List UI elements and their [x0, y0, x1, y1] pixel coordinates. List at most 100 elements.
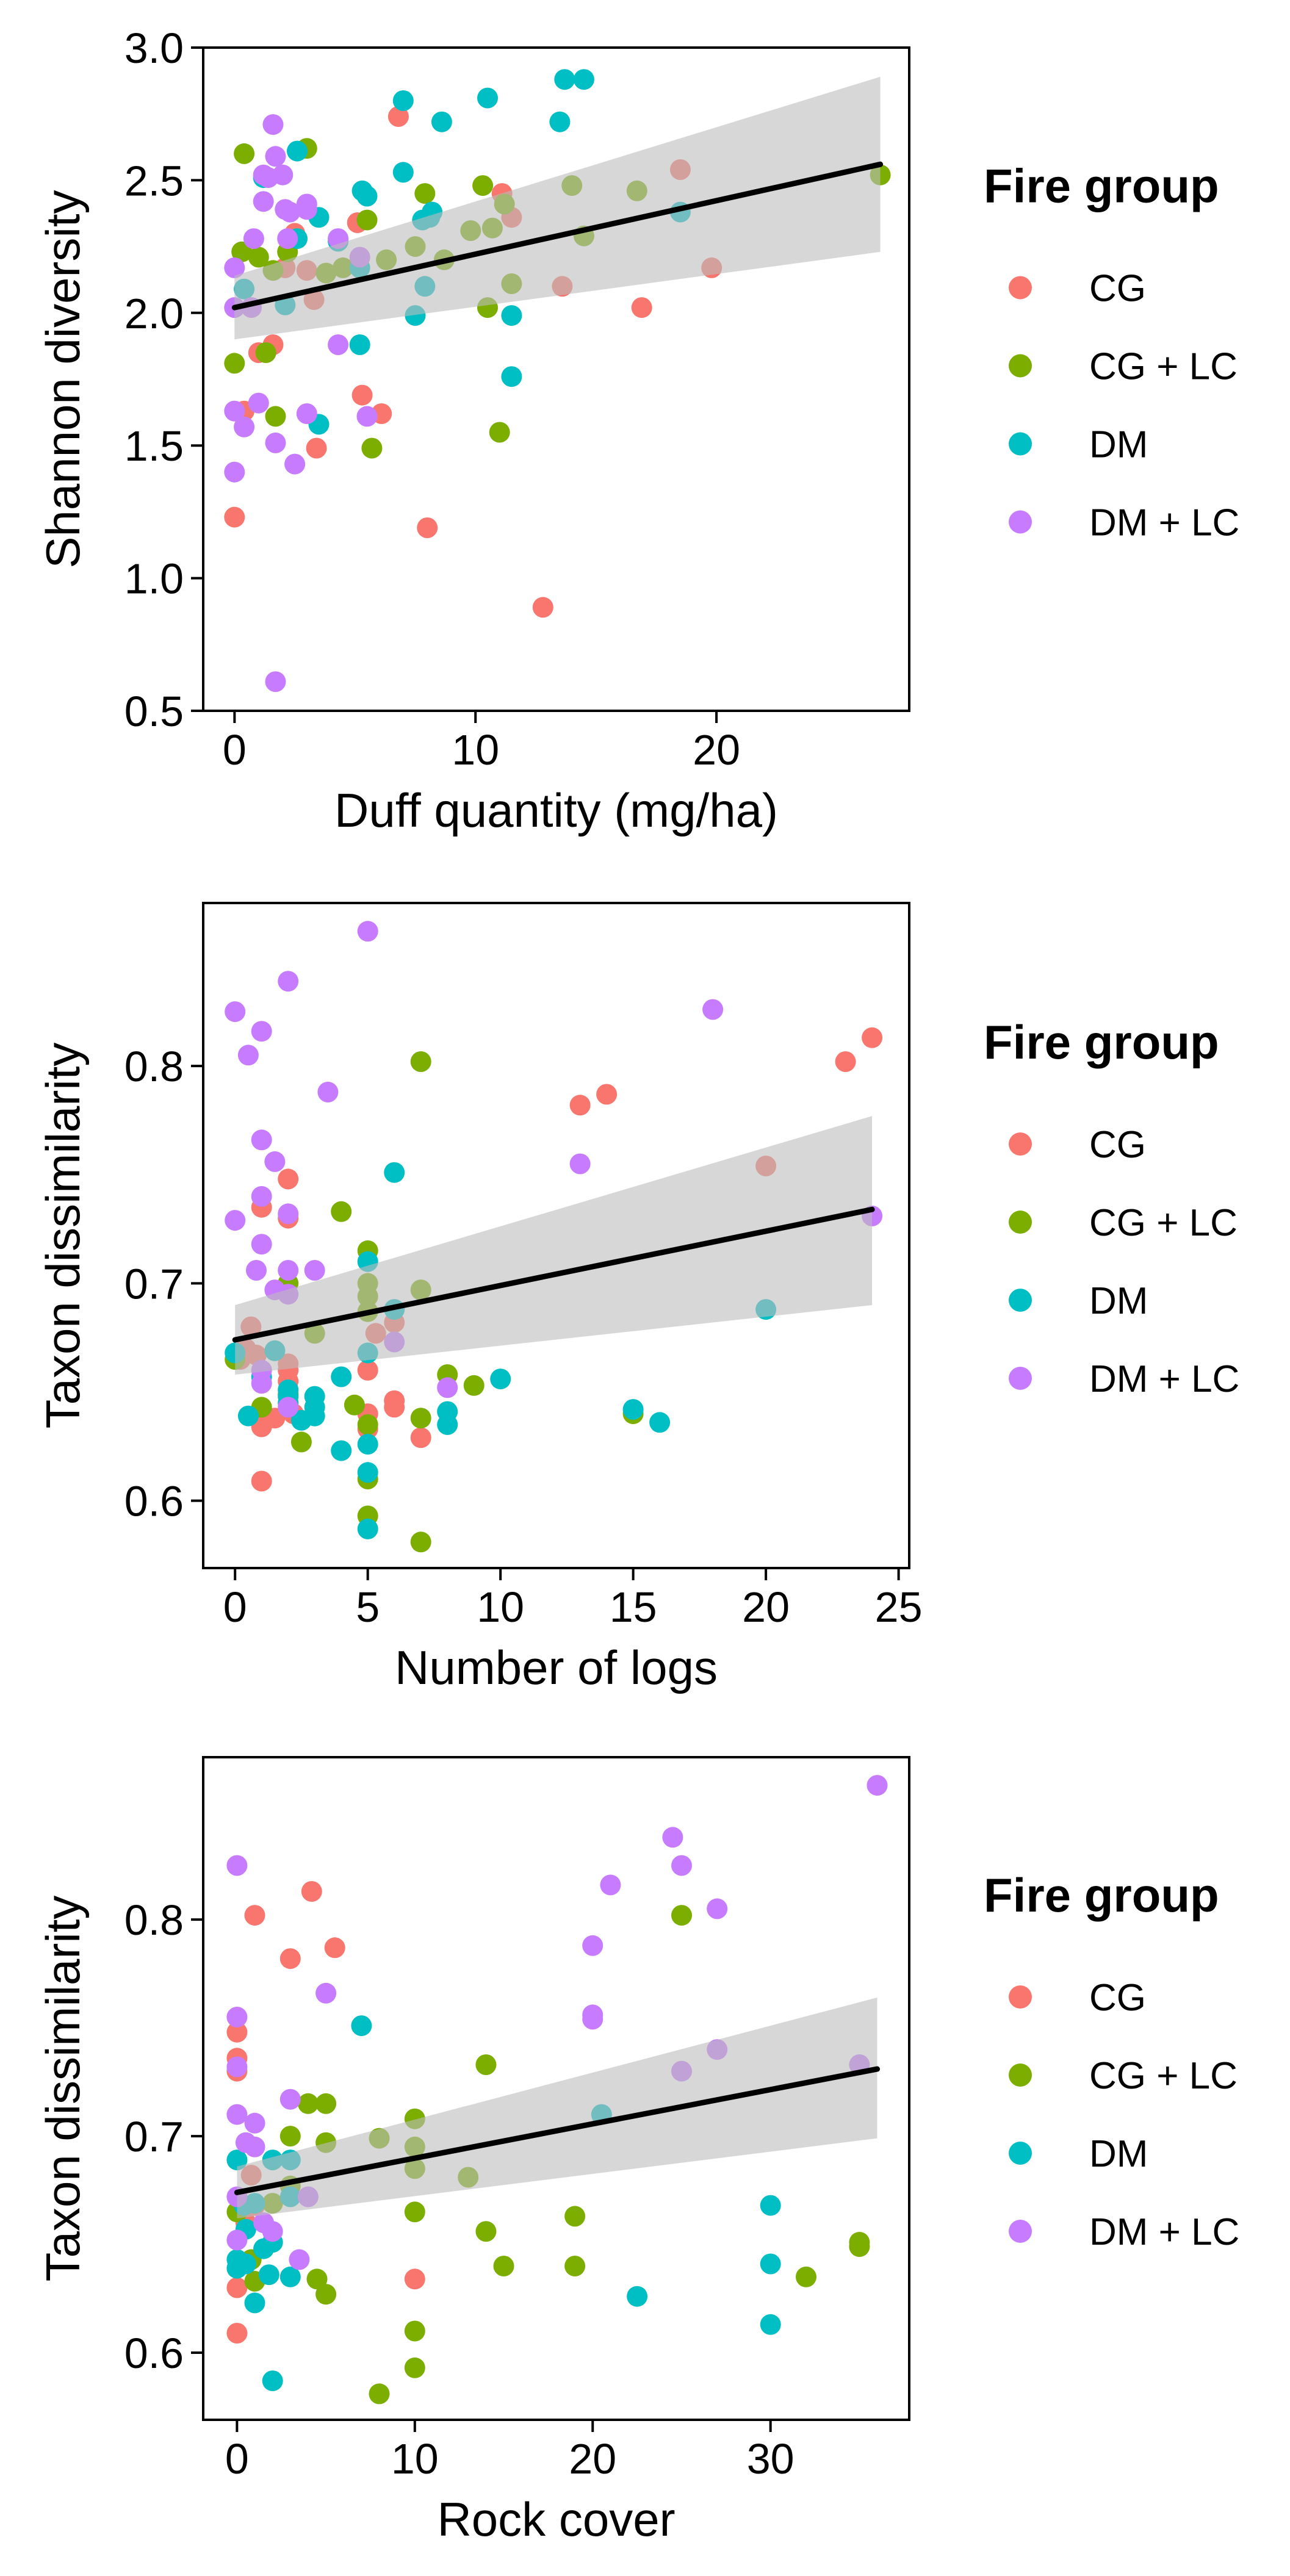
point-cg-5 [251, 1470, 272, 1492]
point-dm-lc-26 [356, 406, 378, 427]
y-tick-label: 0.7 [124, 2113, 184, 2160]
point-dm-lc-22 [707, 1898, 728, 1919]
point-dm-lc-9 [253, 191, 274, 212]
point-cg-4 [226, 2323, 248, 2344]
point-dm-lc-11 [279, 2089, 301, 2110]
point-cg-lc-16 [404, 2201, 425, 2223]
point-dm-11 [356, 185, 378, 207]
x-tick-label: 10 [452, 726, 499, 774]
legend-label: CG [1089, 1124, 1146, 1166]
point-dm-21 [437, 1414, 458, 1435]
point-dm-lc-22 [569, 1153, 591, 1175]
point-dm-19 [431, 111, 452, 132]
point-dm-lc-11 [262, 114, 284, 135]
point-cg-22 [569, 1095, 591, 1116]
point-dm-lc-15 [278, 1203, 299, 1225]
point-dm-lc-1 [226, 2006, 248, 2027]
legend-swatch [1009, 2142, 1032, 2165]
legend-swatch [1009, 354, 1032, 378]
point-cg-12 [387, 106, 409, 127]
point-dm-lc-7 [248, 392, 269, 414]
point-dm-lc-23 [702, 999, 724, 1020]
point-dm-lc-18 [317, 1081, 339, 1103]
point-cg-lc-28 [849, 2236, 870, 2258]
point-dm-lc-10 [262, 2221, 283, 2242]
point-cg-lc-22 [493, 2256, 514, 2276]
x-tick-label: 0 [223, 726, 247, 774]
point-dm-lc-22 [296, 403, 317, 424]
x-tick-label: 0 [225, 2435, 249, 2483]
y-tick-label: 2.0 [124, 290, 184, 337]
y-tick-label: 0.6 [124, 2330, 184, 2377]
point-cg-8 [244, 1905, 265, 1926]
legend-swatch [1009, 510, 1032, 534]
point-dm-24 [649, 1412, 671, 1433]
point-dm-lc-20 [671, 1855, 692, 1876]
point-cg-lc-24 [564, 2256, 586, 2276]
point-cg-lc-6 [297, 2093, 319, 2114]
point-cg-lc-21 [489, 422, 510, 443]
point-cg-8 [306, 437, 327, 459]
point-dm-4 [287, 140, 308, 162]
point-dm-16 [357, 1462, 378, 1483]
x-tick-label: 30 [747, 2435, 795, 2483]
point-cg-0 [226, 2021, 248, 2043]
point-cg-lc-12 [369, 2383, 390, 2405]
x-tick-label: 20 [569, 2435, 616, 2483]
point-dm-lc-9 [251, 1373, 272, 1394]
legend-label: DM + LC [1089, 1358, 1239, 1400]
point-cg-11 [301, 1881, 322, 1902]
point-dm-lc-3 [246, 1260, 267, 1281]
point-cg-23 [596, 1084, 618, 1105]
point-cg-9 [278, 1168, 299, 1190]
legend-title: Fire group [984, 1015, 1219, 1069]
legend-label: DM [1089, 2133, 1148, 2175]
x-tick-label: 15 [610, 1583, 657, 1631]
point-cg-lc-23 [564, 2206, 586, 2227]
x-axis-title: Rock cover [437, 2492, 675, 2546]
legend-swatch [1009, 2063, 1032, 2087]
point-dm-22 [490, 1369, 511, 1390]
point-cg-10 [279, 1948, 301, 1970]
y-tick-label: 0.5 [124, 688, 184, 735]
point-cg-lc-7 [331, 1201, 352, 1222]
point-dm-lc-19 [284, 453, 306, 475]
point-dm-18 [384, 1162, 405, 1183]
y-tick-label: 0.8 [124, 1043, 184, 1090]
y-axis-title: Taxon dissimilarity [36, 1896, 90, 2282]
point-dm-21 [760, 2314, 781, 2335]
point-cg-10 [351, 384, 373, 406]
plot-frame [202, 46, 910, 712]
x-tick-label: 10 [477, 1583, 524, 1631]
point-dm-lc-4 [251, 1021, 272, 1042]
point-cg-12 [324, 1937, 345, 1959]
legend-label: CG + LC [1089, 346, 1238, 388]
legend-swatch [1009, 2220, 1032, 2243]
point-cg-lc-12 [361, 437, 383, 459]
point-cg-18 [631, 297, 652, 318]
point-cg-lc-18 [404, 2357, 425, 2378]
y-axis-title: Shannon diversity [36, 190, 90, 568]
plot-frame [202, 1756, 910, 2421]
point-dm-lc-2 [224, 400, 245, 422]
point-cg-25 [835, 1051, 856, 1072]
point-dm-24 [554, 69, 575, 90]
legend-label: CG [1089, 268, 1146, 310]
point-dm-15 [357, 1434, 378, 1455]
point-cg-lc-7 [306, 2268, 328, 2290]
point-dm-lc-12 [278, 971, 299, 992]
point-dm-lc-3 [224, 461, 245, 483]
point-cg-13 [417, 517, 438, 538]
legend-title: Fire group [984, 159, 1219, 213]
point-cg-lc-18 [472, 175, 494, 196]
point-cg-26 [862, 1027, 883, 1048]
point-cg-lc-11 [356, 209, 378, 231]
y-tick-label: 2.5 [124, 157, 184, 204]
point-dm-lc-21 [437, 1377, 458, 1398]
point-cg-lc-20 [475, 2054, 497, 2075]
legend-swatch [1009, 276, 1032, 300]
point-cg-lc-2 [234, 143, 255, 164]
point-dm-lc-18 [279, 201, 301, 223]
legend-label: DM + LC [1089, 2211, 1239, 2253]
